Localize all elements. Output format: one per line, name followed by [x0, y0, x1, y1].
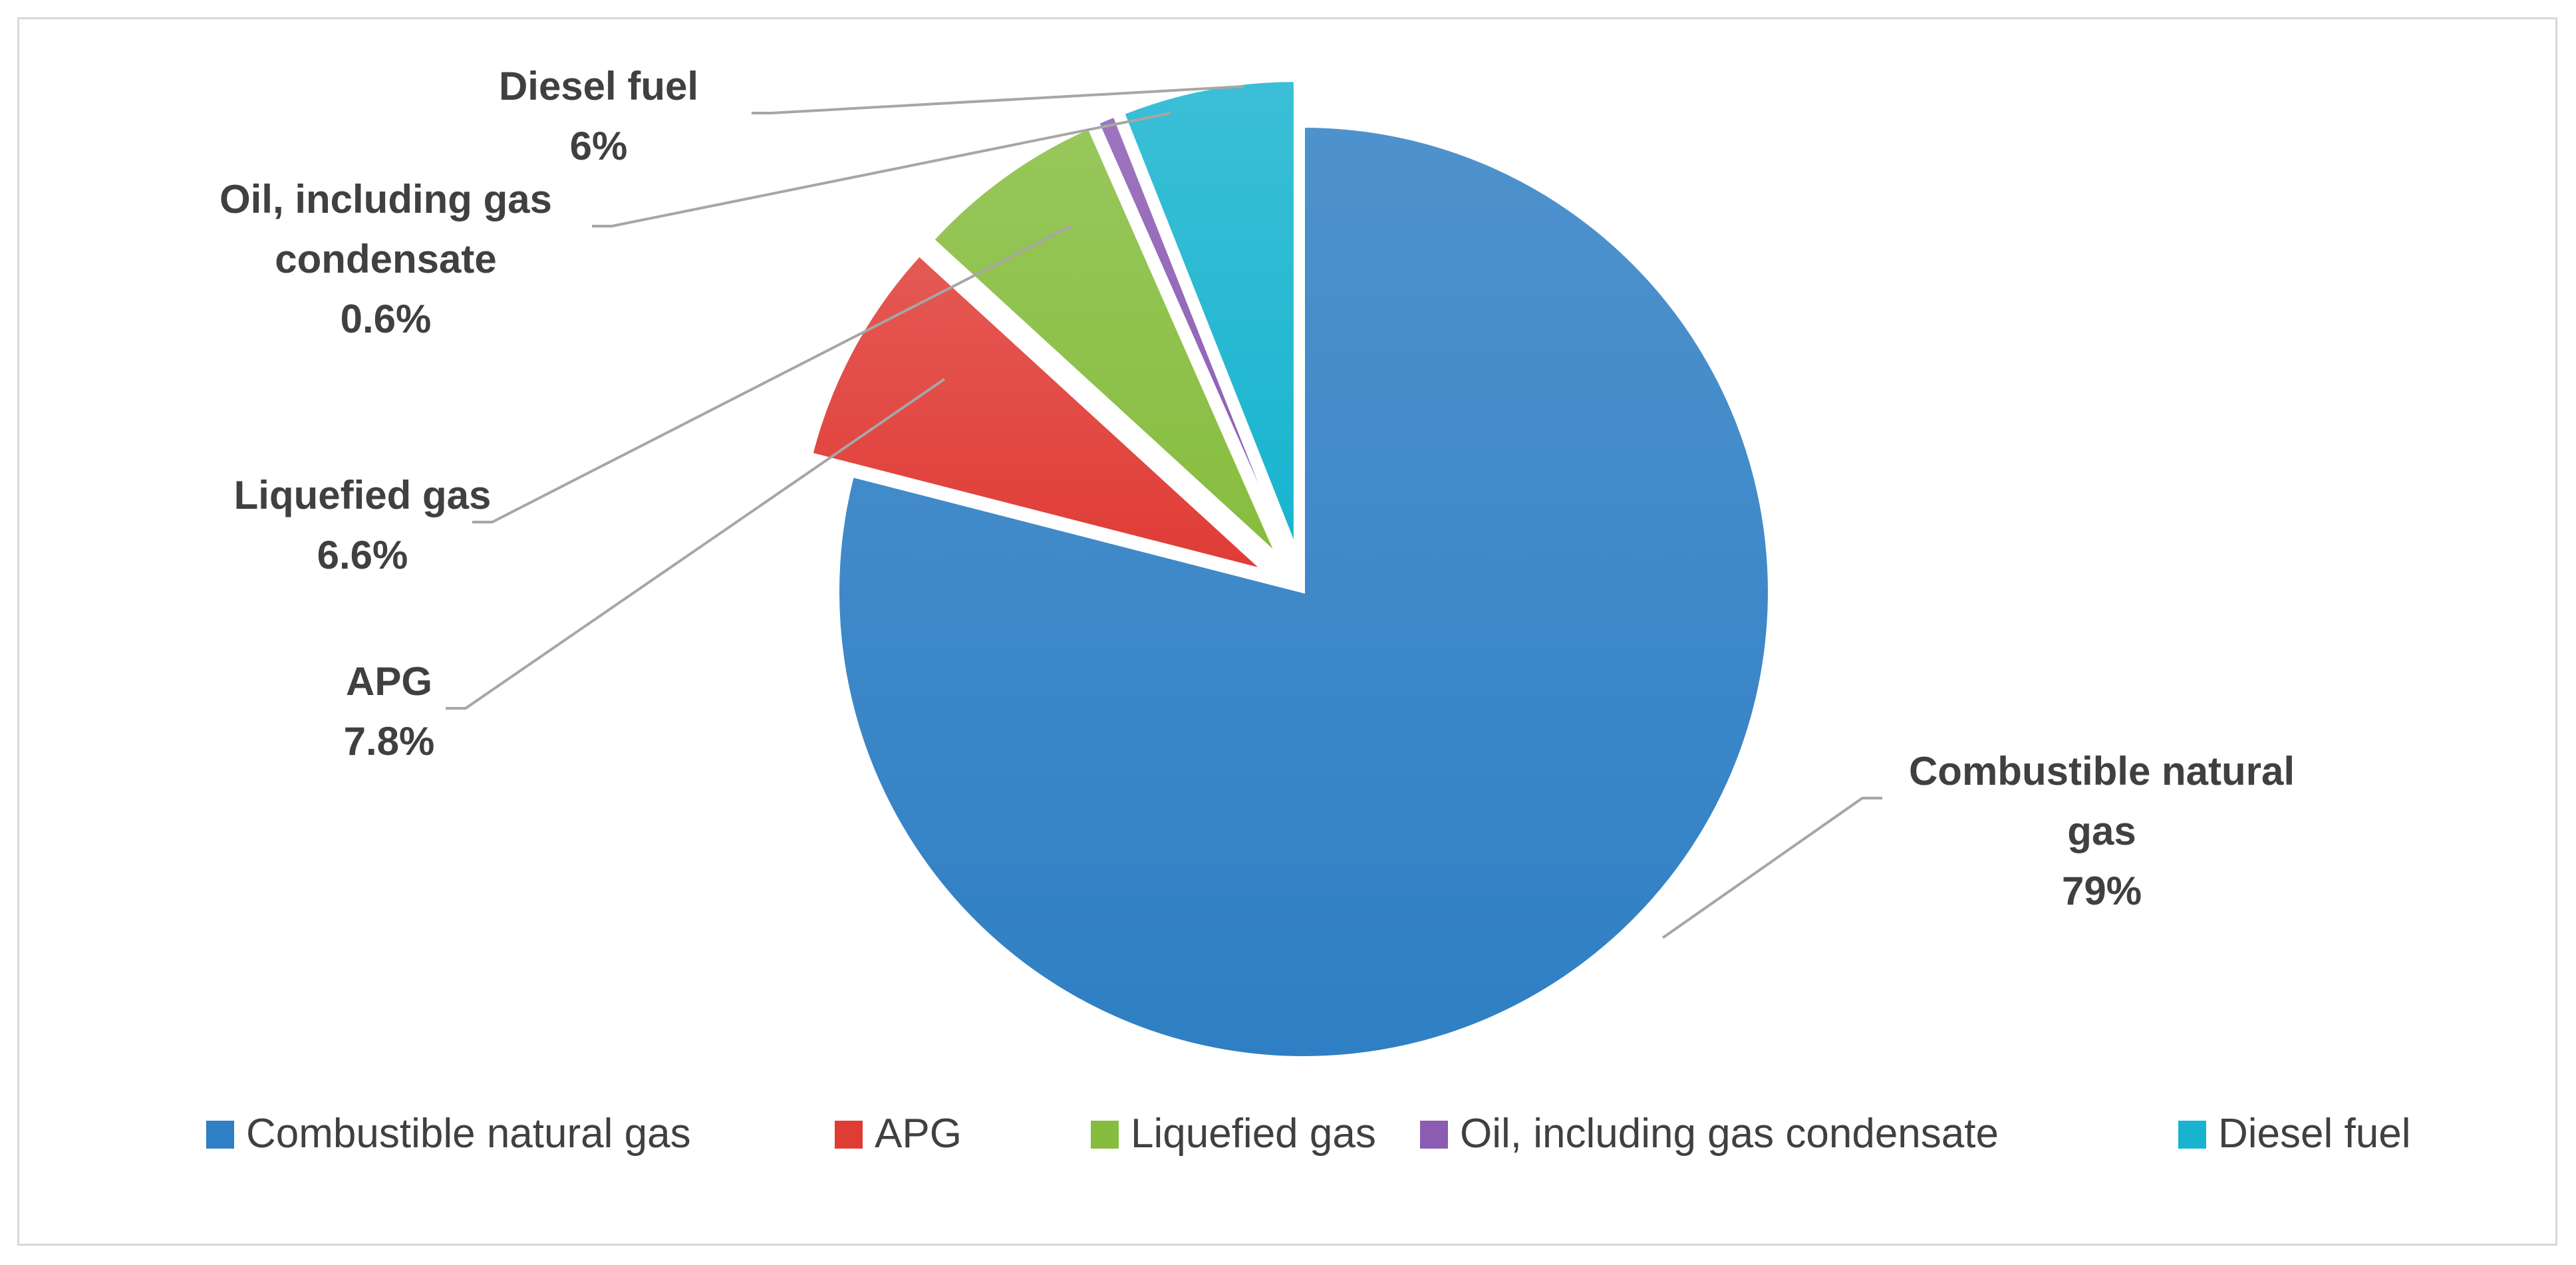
legend-label: APG	[875, 1111, 962, 1157]
legend-swatch	[206, 1121, 234, 1149]
data-label-combustible-natural-gas: Combustible natural gas 79%	[1909, 749, 2295, 913]
leader-line-combustible-natural-gas	[1661, 797, 1882, 939]
legend-swatch	[835, 1121, 863, 1149]
legend-label: Diesel fuel	[2218, 1111, 2410, 1157]
pie-slice-liquefied-gas	[931, 126, 1278, 555]
legend-swatch	[2178, 1121, 2206, 1149]
legend-swatch	[1420, 1121, 1448, 1149]
leader-line-oil-including-gas-condensate	[592, 112, 1171, 227]
legend-item-liquefied-gas: Liquefied gas	[1091, 1111, 1376, 1157]
legend-item-oil-including-gas-condensate: Oil, including gas condensate	[1420, 1111, 1999, 1157]
legend-item-apg: APG	[835, 1111, 962, 1157]
legend-swatch	[1091, 1121, 1119, 1149]
data-label-oil-including-gas-condensate: Oil, including gas condensate 0.6%	[219, 177, 552, 341]
data-label-diesel-fuel: Diesel fuel 6%	[499, 64, 698, 168]
pie-slice-oil-including-gas-condensate	[1096, 114, 1287, 550]
pie-slice-combustible-natural-gas	[836, 124, 1771, 1059]
legend-item-combustible-natural-gas: Combustible natural gas	[206, 1111, 691, 1157]
leader-line-liquefied-gas	[472, 225, 1072, 523]
data-label-liquefied-gas: Liquefied gas 6.6%	[234, 473, 492, 577]
legend-item-diesel-fuel: Diesel fuel	[2178, 1111, 2410, 1157]
legend-label: Combustible natural gas	[246, 1111, 691, 1157]
leader-line-apg	[446, 378, 946, 710]
legend-label: Oil, including gas condensate	[1460, 1111, 1999, 1157]
data-label-apg: APG 7.8%	[344, 659, 435, 764]
pie-slice-apg	[810, 253, 1264, 571]
leader-line-diesel-fuel	[752, 85, 1244, 114]
legend-label: Liquefied gas	[1131, 1111, 1376, 1157]
